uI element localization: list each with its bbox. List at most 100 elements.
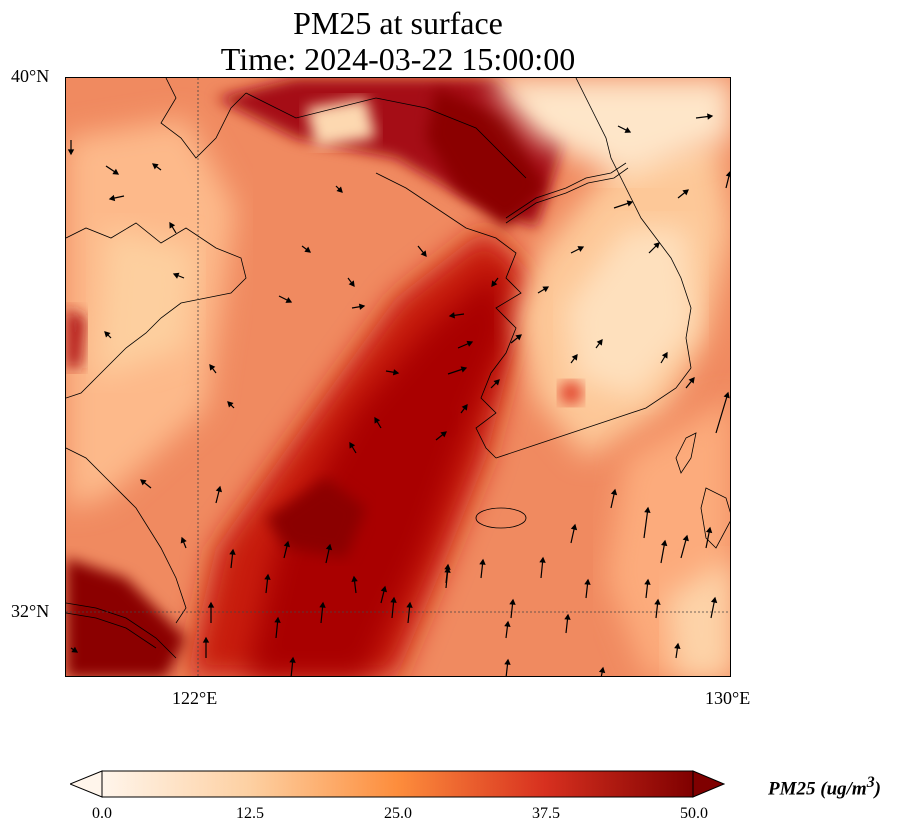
wind-arrow-head [169, 221, 176, 229]
wind-arrow-head [707, 113, 714, 120]
wind-arrow-head [180, 536, 187, 544]
wind-arrow-head [723, 391, 730, 399]
wind-arrow-head [351, 575, 358, 582]
wind-arrow-head [140, 479, 147, 486]
wind-arrow-head [688, 377, 695, 384]
wind-arrow-head [448, 312, 456, 319]
wind-arrow-head [515, 334, 522, 341]
colorbar-tick-1: 12.5 [236, 805, 264, 822]
wind-arrow-head [67, 149, 75, 156]
wind-arrow-head [479, 558, 486, 565]
wind-arrow-head [440, 431, 447, 438]
wind-arrow-head [207, 601, 215, 608]
wind-arrow-head [570, 523, 578, 531]
wind-arrow-head [654, 598, 661, 605]
lat-tick-40n: 40°N [11, 66, 50, 86]
coastlines [66, 78, 730, 659]
colorbar-tick-2: 25.0 [384, 805, 412, 822]
wind-arrow-head [661, 351, 668, 359]
wind-arrow-head [325, 543, 333, 551]
colorbar-tick-0: 0.0 [92, 805, 112, 822]
wind-arrow-head [674, 642, 681, 650]
wind-arrow-head [653, 242, 660, 249]
wind-arrow-head [725, 171, 730, 177]
wind-arrow-head [108, 194, 116, 202]
colorbar-label-exponent: 3 [866, 774, 875, 791]
wind-arrow-head [390, 596, 397, 603]
wind-arrow-head [577, 246, 585, 252]
colorbar-bar [101, 770, 694, 798]
colorbar-graphic [68, 770, 726, 798]
wind-arrow-head [682, 534, 689, 542]
colorbar-tick-3: 37.5 [532, 805, 560, 822]
map-title-line-1: PM25 at surface [293, 5, 503, 41]
wind-arrow-head [215, 485, 223, 493]
wind-arrow-head [348, 280, 355, 287]
lat-tick-32n: 32°N [11, 601, 50, 621]
wind-arrow-head [374, 416, 381, 424]
wind-arrow-head [710, 596, 718, 604]
wind-arrow-head [493, 379, 500, 386]
wind-arrow-head [104, 331, 111, 338]
colorbar-label-close: ) [874, 778, 881, 800]
wind-arrow-head [466, 340, 474, 347]
pm25-map [65, 77, 731, 677]
colorbar-tick-4: 50.0 [680, 805, 708, 822]
wind-arrow-head [289, 656, 296, 663]
wind-arrow-head [209, 364, 216, 371]
map-title-line-2: Time: 2024-03-22 15:00:00 [220, 41, 576, 77]
wind-arrow-head [598, 666, 606, 674]
wind-arrow-head [202, 636, 210, 643]
wind-arrow-head [285, 297, 293, 303]
wind-arrow-head [380, 585, 388, 593]
colorbar-min-extend [68, 770, 103, 798]
wind-arrow-head [644, 506, 651, 513]
wind-arrow-head [584, 578, 591, 585]
wind-arrow-head [152, 163, 159, 170]
wind-vectors [67, 113, 730, 676]
wind-arrow-head [461, 404, 468, 411]
wind-arrow-head [420, 250, 427, 257]
lon-tick-122e: 122°E [172, 688, 218, 708]
wind-arrow-head [336, 186, 343, 193]
wind-arrow-head [319, 601, 326, 608]
wind-arrow-head [682, 189, 689, 196]
wind-arrow-head [610, 488, 618, 496]
pm25-map-canvas [66, 78, 730, 676]
wind-arrow-head [283, 540, 291, 548]
wind-arrow-head [624, 127, 632, 133]
wind-arrow-head [626, 200, 634, 207]
wind-arrow-head [491, 280, 498, 287]
wind-arrow-head [504, 620, 511, 627]
wind-arrow-head [358, 303, 366, 310]
wind-arrow-head [542, 286, 550, 293]
wind-arrow-head [392, 369, 400, 376]
wind-arrow-head [564, 613, 571, 620]
lon-tick-130e: 130°E [705, 688, 751, 708]
wind-arrow-head [274, 616, 281, 623]
wind-arrow-head [571, 354, 578, 361]
colorbar [68, 770, 726, 800]
wind-arrow-head [444, 566, 451, 573]
wind-arrow [643, 507, 649, 539]
wind-arrow-head [172, 272, 180, 279]
wind-arrow-head [112, 168, 120, 175]
wind-arrow-head [71, 646, 79, 653]
wind-arrow-head [227, 401, 234, 408]
map-gridlines [66, 78, 730, 676]
wind-arrow-head [304, 246, 311, 253]
wind-arrow-head [406, 601, 413, 608]
wind-arrow-head [644, 578, 651, 585]
colorbar-max-extend [692, 770, 726, 798]
wind-arrow-head [229, 548, 236, 555]
wind-arrow-head [349, 441, 356, 449]
wind-arrow-head [596, 339, 603, 346]
wind-arrow [715, 392, 729, 434]
wind-arrow-head [705, 526, 713, 534]
colorbar-label: PM25 (ug/m3) [768, 774, 881, 800]
wind-arrow-head [460, 366, 468, 373]
colorbar-label-text: PM25 (ug/m [768, 778, 867, 800]
pm25-concentration-field [66, 78, 730, 676]
wind-arrow-head [509, 598, 516, 605]
wind-arrow-head [504, 658, 511, 665]
